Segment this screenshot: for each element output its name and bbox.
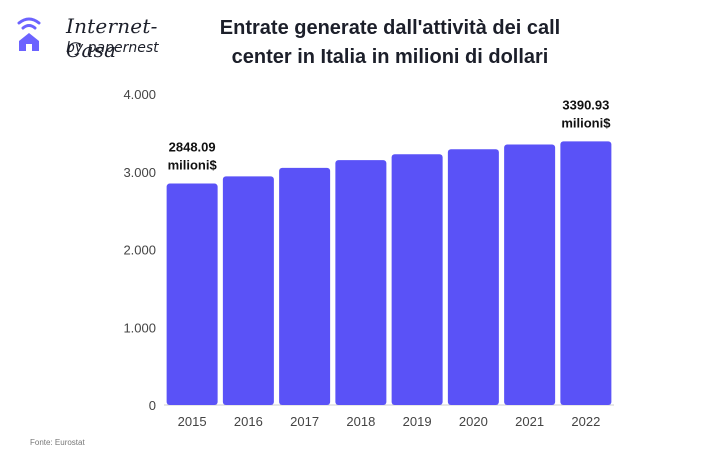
wifi-house-icon xyxy=(17,17,41,51)
x-tick-label: 2022 xyxy=(571,414,600,429)
bar-2020 xyxy=(447,149,499,405)
x-tick-label: 2016 xyxy=(234,414,263,429)
x-axis: 2015 2016 2017 2018 2019 2020 2021 2022 xyxy=(178,414,601,429)
brand-logo: Internet-Casa by papernest xyxy=(16,12,206,62)
y-tick-label: 0 xyxy=(149,398,156,413)
y-axis: 0 1.000 2.000 3.000 4.000 xyxy=(123,87,156,413)
data-label: 3390.93 xyxy=(562,97,609,112)
x-tick-label: 2019 xyxy=(403,414,432,429)
x-tick-label: 2018 xyxy=(346,414,375,429)
bar-2019 xyxy=(391,154,443,405)
bar-2021 xyxy=(504,144,556,405)
source-note: Fonte: Eurostat xyxy=(30,438,85,447)
brand-name: Internet-Casa xyxy=(66,14,158,62)
y-tick-label: 4.000 xyxy=(123,87,156,102)
data-label: milioni$ xyxy=(168,158,218,173)
x-tick-label: 2021 xyxy=(515,414,544,429)
chart-title-line-2: center in Italia in milioni di dollari xyxy=(231,46,549,68)
data-label: milioni$ xyxy=(561,115,611,130)
data-labels: 2848.09 milioni$ 3390.93 milioni$ xyxy=(168,97,612,172)
x-tick-label: 2020 xyxy=(459,414,488,429)
chart-title: Entrate generate dall'attività dei call … xyxy=(200,14,580,72)
brand-tagline: by papernest xyxy=(66,40,159,56)
bar-2022 xyxy=(560,141,612,405)
chart-title-line-1: Entrate generate dall'attività dei call xyxy=(219,17,561,39)
bars xyxy=(166,141,612,405)
x-tick-label: 2015 xyxy=(178,414,207,429)
y-tick-label: 3.000 xyxy=(123,165,156,180)
x-tick-label: 2017 xyxy=(290,414,319,429)
bar-2018 xyxy=(335,160,387,405)
data-label: 2848.09 xyxy=(169,140,216,155)
bar-2017 xyxy=(279,167,331,405)
y-tick-label: 1.000 xyxy=(123,320,156,335)
y-tick-label: 2.000 xyxy=(123,243,156,258)
bar-2015 xyxy=(166,183,218,405)
bar-2016 xyxy=(222,176,274,405)
